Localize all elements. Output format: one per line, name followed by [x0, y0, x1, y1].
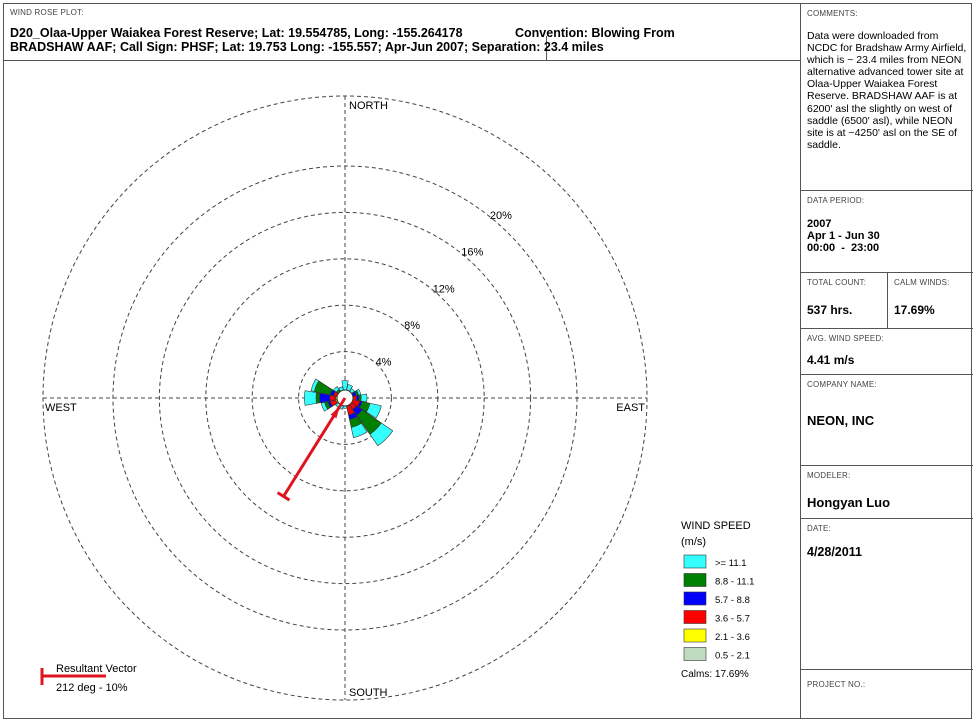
legend-unit: (m/s): [681, 536, 706, 548]
data-period-label: DATA PERIOD:: [807, 196, 865, 205]
label-south: SOUTH: [349, 687, 388, 699]
project-cell: PROJECT NO.:: [801, 670, 973, 718]
comments-label: COMMENTS:: [807, 9, 858, 18]
date-cell: DATE: 4/28/2011: [801, 519, 973, 670]
legend-label-4: 2.1 - 3.6: [715, 632, 750, 643]
resultant-legend-label: Resultant Vector: [56, 663, 137, 675]
date-label: DATE:: [807, 524, 831, 533]
wind-rose-frame: WIND ROSE PLOT: D20_Olaa-Upper Waiakea F…: [3, 3, 973, 719]
count-divider: [887, 273, 888, 329]
period-range: Apr 1 - Jun 30: [807, 230, 880, 242]
comments-text: Data were downloaded from NCDC for Brads…: [807, 30, 967, 151]
calm-winds-value: 17.69%: [894, 303, 935, 317]
avg-speed-cell: AVG. WIND SPEED: 4.41 m/s: [801, 329, 973, 375]
ring-label-8: 8%: [404, 320, 420, 332]
petal-0-0: [341, 380, 349, 399]
label-north: NORTH: [349, 100, 388, 112]
resultant-vector-end: [276, 491, 291, 502]
date-value: 4/28/2011: [807, 545, 862, 559]
legend-label-0: >= 11.1: [715, 558, 747, 569]
calm-winds-label: CALM WINDS:: [894, 278, 950, 287]
ring-label-12: 12%: [433, 283, 455, 295]
header-divider: [546, 36, 547, 61]
legend-label-1: 8.8 - 11.1: [715, 577, 754, 588]
label-west: WEST: [45, 402, 77, 414]
title-line-1: D20_Olaa-Upper Waiakea Forest Reserve; L…: [10, 26, 463, 40]
total-count-label: TOTAL COUNT:: [807, 278, 867, 287]
period-hours: 00:00 - 23:00: [807, 242, 880, 254]
plot-header: WIND ROSE PLOT: D20_Olaa-Upper Waiakea F…: [4, 4, 801, 61]
label-east: EAST: [616, 402, 645, 414]
modeler-cell: MODELER: Hongyan Luo: [801, 466, 973, 519]
resultant-vector-arrow: [330, 406, 340, 419]
company-value: NEON, INC: [807, 413, 875, 428]
title-line-2: BRADSHAW AAF; Call Sign: PHSF; Lat: 19.7…: [10, 40, 604, 54]
legend-calms: Calms: 17.69%: [681, 669, 749, 680]
legend-swatch-4: [683, 628, 707, 643]
legend-label-5: 0.5 - 2.1: [715, 651, 750, 662]
legend-title: WIND SPEED: [681, 520, 751, 532]
legend-swatch-5: [683, 647, 707, 661]
plot-area: WIND ROSE PLOT: D20_Olaa-Upper Waiakea F…: [4, 4, 801, 718]
modeler-label: MODELER:: [807, 471, 851, 480]
plot-label: WIND ROSE PLOT:: [10, 8, 84, 17]
legend-label-3: 3.6 - 5.7: [715, 614, 750, 625]
data-period-cell: DATA PERIOD: 2007 Apr 1 - Jun 30 00:00 -…: [801, 191, 973, 273]
company-label: COMPANY NAME:: [807, 380, 877, 389]
ring-16: [158, 211, 532, 585]
wind-rose-chart: 4% 8% 12% 16% 20% NORTH SOUTH WEST EAST WIND SPEE…: [40, 95, 754, 701]
resultant-legend-value: 212 deg - 10%: [56, 682, 128, 694]
legend-swatch-0: [683, 554, 707, 569]
avg-speed-label: AVG. WIND SPEED:: [807, 334, 884, 343]
ring-label-4: 4%: [376, 356, 392, 368]
count-cell: TOTAL COUNT: 537 hrs. CALM WINDS: 17.69%: [801, 273, 973, 329]
company-cell: COMPANY NAME: NEON, INC: [801, 375, 973, 466]
legend-swatch-2: [683, 591, 707, 606]
modeler-value: Hongyan Luo: [807, 495, 891, 510]
legend-swatch-1: [683, 573, 707, 587]
project-label: PROJECT NO.:: [807, 680, 866, 689]
avg-speed-value: 4.41 m/s: [807, 353, 855, 367]
comments-cell: COMMENTS: Data were downloaded from NCDC…: [801, 4, 973, 191]
info-panel: COMMENTS: Data were downloaded from NCDC…: [801, 4, 973, 718]
period-year: 2007: [807, 218, 832, 230]
total-count-value: 537 hrs.: [807, 303, 853, 317]
ring-label-20: 20%: [490, 210, 512, 222]
ring-label-16: 16%: [461, 247, 483, 259]
legend-label-2: 5.7 - 8.8: [715, 595, 750, 606]
convention-label: Convention: Blowing From: [515, 26, 675, 40]
legend-swatch-3: [683, 610, 707, 624]
